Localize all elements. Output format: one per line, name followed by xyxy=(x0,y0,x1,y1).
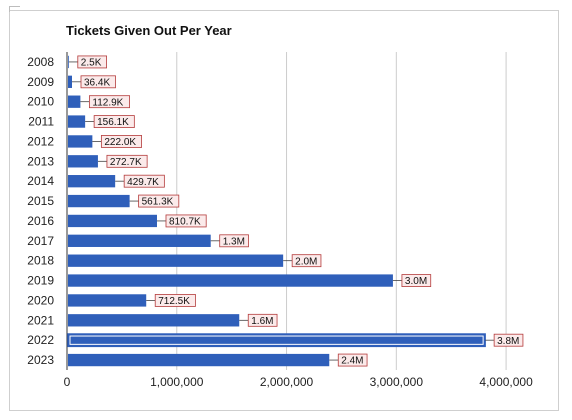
data-label: 36.4K xyxy=(84,77,110,88)
data-label-box xyxy=(154,294,196,307)
bar[interactable] xyxy=(68,55,69,69)
data-label-box xyxy=(106,154,148,168)
category-label: 2023 xyxy=(27,353,54,367)
category-label: 2014 xyxy=(27,174,54,188)
category-label: 2011 xyxy=(28,115,54,129)
data-label: 429.7K xyxy=(127,177,159,188)
data-label-box xyxy=(401,274,432,287)
data-label: 712.5K xyxy=(158,296,190,307)
bars xyxy=(67,55,486,367)
data-label: 272.7K xyxy=(110,157,142,168)
data-label: 222.0K xyxy=(104,137,136,148)
bar[interactable] xyxy=(68,115,86,128)
category-label: 2021 xyxy=(27,313,54,327)
bar[interactable] xyxy=(68,194,130,208)
data-label: 112.9K xyxy=(92,97,123,108)
data-label: 1.6M xyxy=(251,316,273,327)
category-label: 2018 xyxy=(27,254,54,268)
category-label: 2008 xyxy=(27,55,54,69)
data-label-box xyxy=(219,234,249,248)
bar[interactable] xyxy=(68,214,157,228)
category-labels: 2008 2009 2010 2011 2012 2013 2014 2015 2016 2017… xyxy=(27,55,54,367)
category-label: 2015 xyxy=(27,194,54,208)
bar[interactable] xyxy=(68,353,330,367)
gridlines xyxy=(66,52,507,370)
data-label: 561.3K xyxy=(142,197,174,208)
data-label-box xyxy=(247,313,278,327)
data-label-box xyxy=(291,254,322,268)
category-label: 2020 xyxy=(27,293,54,307)
data-label-box xyxy=(88,95,130,109)
data-label-box xyxy=(77,55,108,69)
bar-highlight-outline xyxy=(69,335,484,345)
bar[interactable] xyxy=(68,95,81,108)
bar[interactable] xyxy=(68,135,93,148)
x-tick-label: 2,000,000 xyxy=(260,375,314,389)
x-tick-label: 0 xyxy=(64,375,71,389)
data-label: 2.0M xyxy=(295,256,317,267)
data-label: 2.5K xyxy=(81,58,102,69)
data-label: 2.4M xyxy=(341,356,363,367)
category-label: 2012 xyxy=(27,134,54,148)
chart-title: Tickets Given Out Per Year xyxy=(66,23,232,38)
bar[interactable] xyxy=(68,155,98,168)
x-tick-labels: 0 1,000,000 2,000,000 3,000,000 4,000,000 xyxy=(64,375,533,389)
data-label-box xyxy=(138,194,180,208)
data-label: 810.7K xyxy=(169,217,201,228)
bar[interactable] xyxy=(68,314,240,327)
bar[interactable] xyxy=(68,274,393,287)
data-label-box xyxy=(80,75,116,89)
x-tick-label: 1,000,000 xyxy=(150,375,204,389)
frame-corner-mark xyxy=(9,6,20,12)
data-label-box xyxy=(337,353,368,367)
bar[interactable] xyxy=(68,294,147,307)
data-labels: 2.5K 36.4K 112.9K 156.1K 222.0K 272.7K 429.7K 5… xyxy=(68,55,524,367)
bar[interactable] xyxy=(68,175,116,188)
bar[interactable] xyxy=(68,75,72,88)
category-label: 2016 xyxy=(27,214,54,228)
data-label: 156.1K xyxy=(97,117,129,128)
data-label-box xyxy=(123,174,165,188)
data-label: 1.3M xyxy=(223,236,245,247)
data-label-box xyxy=(493,333,524,347)
category-label: 2010 xyxy=(27,95,54,109)
category-label: 2019 xyxy=(27,274,54,288)
data-label: 3.0M xyxy=(405,276,427,287)
category-label: 2022 xyxy=(27,333,54,347)
x-tick-label: 4,000,000 xyxy=(479,375,533,389)
data-label: 3.8M xyxy=(497,336,519,347)
bar[interactable] xyxy=(68,234,211,247)
data-label-box xyxy=(165,214,207,228)
category-label: 2017 xyxy=(27,234,54,248)
category-label: 2013 xyxy=(27,154,54,168)
bar[interactable] xyxy=(68,254,284,267)
data-label-box xyxy=(100,135,142,148)
data-label-box xyxy=(93,115,135,128)
category-label: 2009 xyxy=(27,75,54,89)
x-tick-label: 3,000,000 xyxy=(370,375,424,389)
